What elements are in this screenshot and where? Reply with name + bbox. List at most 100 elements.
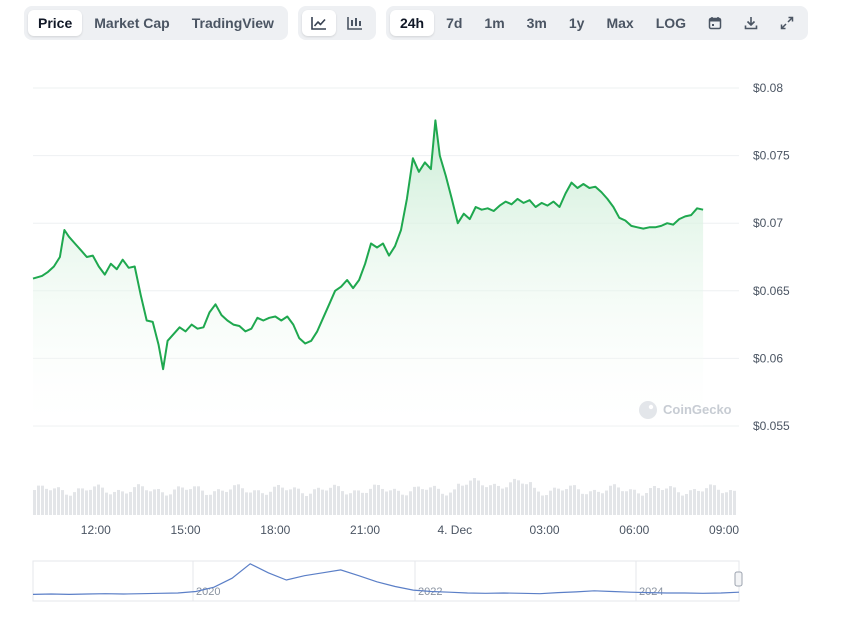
volume-bar (137, 484, 140, 515)
download-button[interactable] (734, 10, 768, 36)
volume-bar (221, 490, 224, 515)
range-7d-button[interactable]: 7d (446, 15, 463, 31)
volume-bar (593, 489, 596, 515)
volume-bar (405, 495, 408, 515)
volume-bar (565, 489, 568, 515)
volume-bar (297, 488, 300, 515)
watermark-text: CoinGecko (663, 402, 732, 417)
chart-toolbar: Price Market Cap TradingView 24h 7d 1m 3… (24, 6, 809, 40)
volume-bar (473, 478, 476, 515)
volume-bar (209, 494, 212, 515)
volume-bar (381, 488, 384, 515)
volume-bar (401, 494, 404, 515)
volume-bar (537, 491, 540, 515)
volume-bar (121, 491, 124, 515)
range-1y-button[interactable]: 1y (568, 15, 585, 31)
volume-bar (637, 493, 640, 515)
y-tick-label: $0.08 (753, 81, 783, 95)
volume-bar (549, 490, 552, 515)
x-tick-label: 03:00 (530, 523, 560, 537)
volume-bar (97, 484, 100, 515)
range-3m-button[interactable]: 3m (526, 15, 547, 31)
x-tick-label: 21:00 (350, 523, 380, 537)
volume-bar (421, 489, 424, 515)
volume-bar (89, 489, 92, 515)
x-tick-label: 12:00 (81, 523, 111, 537)
volume-bar (205, 494, 208, 515)
navigator[interactable]: 2020 2022 2024 (32, 560, 743, 602)
volume-bar (81, 488, 84, 515)
volume-bar (157, 488, 160, 515)
volume-bar (141, 486, 144, 515)
volume-bars (33, 478, 736, 515)
volume-bar (169, 494, 172, 515)
volume-bar (693, 489, 696, 515)
volume-bar (417, 486, 420, 515)
volume-bar (493, 483, 496, 515)
volume-bar (341, 491, 344, 515)
volume-bar (57, 487, 60, 515)
tab-market-cap[interactable]: Market Cap (94, 15, 170, 31)
volume-bar (273, 486, 276, 515)
range-24h-button[interactable]: 24h (389, 10, 435, 36)
line-chart-button[interactable] (301, 10, 336, 36)
volume-bar (265, 494, 268, 515)
volume-bar (389, 490, 392, 515)
volume-bar (105, 492, 108, 515)
volume-bar (605, 490, 608, 515)
volume-bar (145, 490, 148, 515)
volume-bar (333, 484, 336, 515)
volume-bar (465, 484, 468, 515)
fullscreen-button[interactable] (770, 10, 804, 36)
navigator-handle[interactable] (734, 571, 743, 587)
price-chart: $0.08$0.075$0.07$0.065$0.06$0.055 12:00 1… (32, 81, 790, 602)
range-max-button[interactable]: Max (606, 15, 634, 31)
tab-price[interactable]: Price (28, 10, 83, 36)
volume-bar (497, 485, 500, 515)
log-scale-button[interactable]: LOG (655, 15, 687, 31)
y-tick-label: $0.075 (753, 149, 790, 163)
volume-bar (365, 492, 368, 515)
volume-bar (585, 494, 588, 515)
volume-bar (193, 486, 196, 515)
volume-bar (437, 488, 440, 515)
volume-bar (689, 490, 692, 515)
volume-bar (397, 490, 400, 515)
volume-bar (249, 492, 252, 515)
volume-bar (229, 489, 232, 515)
volume-bar (177, 486, 180, 515)
volume-bar (41, 485, 44, 515)
volume-bar (305, 495, 308, 515)
volume-bar (705, 488, 708, 515)
volume-bar (489, 485, 492, 515)
volume-bar (373, 484, 376, 515)
volume-bar (729, 490, 732, 515)
volume-bar (657, 488, 660, 515)
volume-bar (665, 488, 668, 515)
volume-bar (645, 493, 648, 515)
volume-bar (361, 492, 364, 515)
date-range-button[interactable] (698, 10, 732, 36)
x-axis: 12:00 15:00 18:00 21:00 4. Dec 03:00 06:00 09:0… (81, 523, 740, 537)
volume-bar (653, 486, 656, 515)
volume-bar (577, 489, 580, 515)
volume-bar (453, 489, 456, 515)
volume-bar (313, 489, 316, 515)
tab-tradingview[interactable]: TradingView (191, 15, 274, 31)
volume-bar (109, 494, 112, 515)
range-1m-button[interactable]: 1m (484, 15, 505, 31)
volume-bar (61, 490, 64, 515)
volume-bar (521, 483, 524, 515)
range-group: 24h 7d 1m 3m 1y Max LOG (385, 6, 809, 40)
volume-bar (353, 490, 356, 515)
volume-bar (449, 492, 452, 515)
price-area (33, 120, 704, 427)
y-tick-label: $0.06 (753, 351, 783, 365)
volume-bar (649, 488, 652, 515)
volume-bar (293, 487, 296, 515)
volume-bar (349, 493, 352, 515)
volume-bar (329, 487, 332, 515)
candlestick-chart-button[interactable] (338, 10, 372, 36)
volume-bar (617, 487, 620, 515)
volume-bar (161, 492, 164, 515)
